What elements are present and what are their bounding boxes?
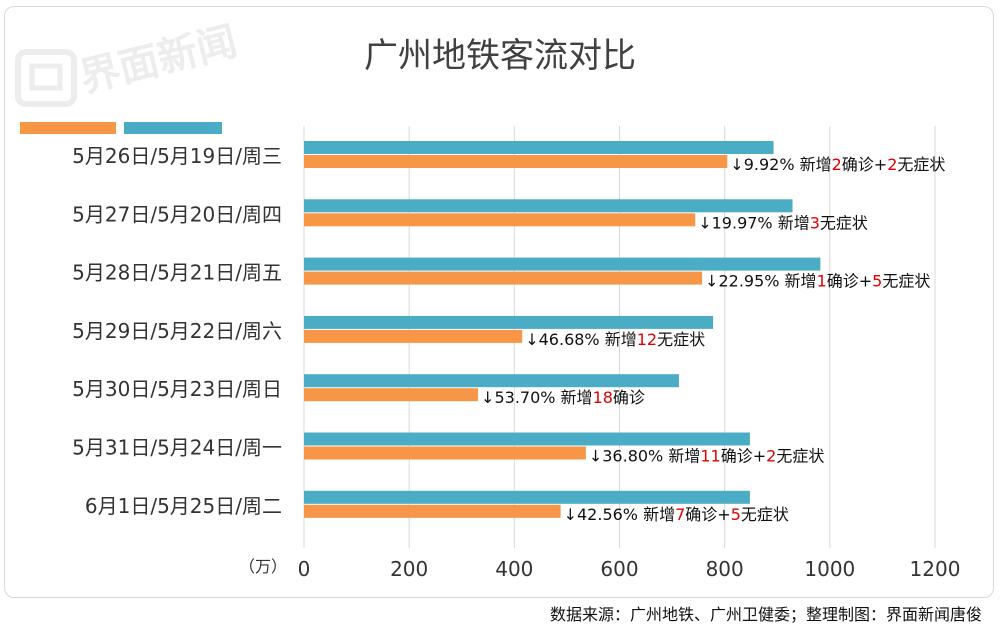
x-unit-label: （万）: [239, 557, 287, 576]
bar-chart: 0 200 400 600 800 1000 1200 （万） 5月26日/5月19日/周三 ↓9…: [72, 126, 961, 581]
category-label: 5月27日/5月20日/周四: [72, 202, 282, 226]
data-label: ↓46.68% 新增12无症状: [525, 330, 705, 349]
x-tick-label: 800: [706, 557, 744, 581]
bar-previous-week: [304, 374, 679, 388]
x-tick-label: 200: [390, 557, 428, 581]
data-label: ↓42.56% 新增7确诊+5无症状: [564, 505, 789, 524]
data-label: ↓22.95% 新增1确诊+5无症状: [705, 272, 930, 291]
bar-current-week: [304, 388, 479, 402]
bar-previous-week: [304, 432, 750, 446]
x-tick-label: 1000: [804, 557, 855, 581]
category-label: 5月29日/5月22日/周六: [72, 319, 282, 343]
bar-current-week: [304, 271, 703, 285]
x-tick-label: 0: [298, 557, 311, 581]
category-label: 5月26日/5月19日/周三: [72, 144, 282, 168]
legend-swatch-blue: [124, 122, 222, 134]
bar-current-week: [304, 155, 728, 168]
data-label: ↓9.92% 新增2确诊+2无症状: [730, 155, 945, 174]
bar-current-week: [304, 504, 561, 518]
x-tick-label: 600: [600, 557, 638, 581]
x-tick-label: 1200: [910, 557, 961, 581]
bar-previous-week: [304, 490, 750, 504]
bar-previous-week: [304, 199, 793, 213]
bar-previous-week: [304, 141, 774, 154]
category-label: 5月28日/5月21日/周五: [72, 261, 282, 285]
bar-current-week: [304, 329, 523, 343]
category-label: 5月30日/5月23日/周日: [72, 377, 282, 401]
category-label: 6月1日/5月25日/周二: [85, 494, 282, 518]
data-label: ↓36.80% 新增11确诊+2无症状: [589, 447, 825, 466]
x-tick-label: 400: [495, 557, 533, 581]
category-label: 5月31日/5月24日/周一: [72, 436, 282, 460]
source-note: 数据来源：广州地铁、广州卫健委；整理制图：界面新闻唐俊: [549, 605, 982, 624]
data-label: ↓19.97% 新增3无症状: [698, 213, 868, 232]
bar-current-week: [304, 446, 586, 460]
bar-previous-week: [304, 315, 714, 329]
bar-previous-week: [304, 257, 821, 271]
legend-swatch-orange: [20, 122, 116, 134]
bar-current-week: [304, 213, 696, 227]
chart-title: 广州地铁客流对比: [364, 36, 636, 76]
data-label: ↓53.70% 新增18确诊: [481, 388, 645, 407]
